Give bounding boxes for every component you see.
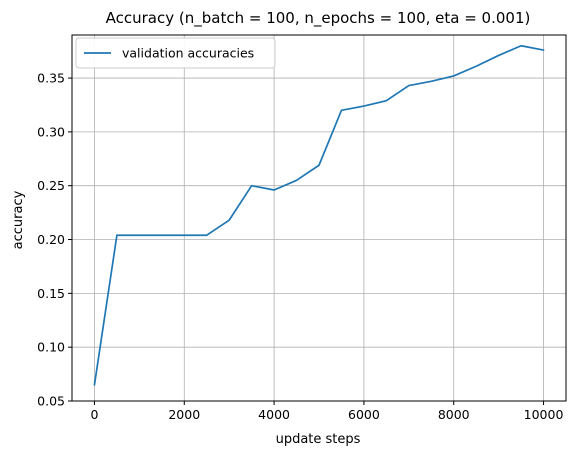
x-tick-label: 8000: [438, 407, 470, 422]
x-tick-label: 6000: [348, 407, 380, 422]
y-tick-label: 0.25: [37, 178, 65, 193]
x-tick-label: 0: [90, 407, 98, 422]
x-tick-label: 4000: [258, 407, 290, 422]
legend-box: [75, 37, 276, 69]
y-tick-label: 0.05: [37, 394, 65, 409]
series-line-validation-accuracies: [93, 44, 545, 386]
y-axis-ticks: 0.05 0.10 0.15 0.20 0.25 0.30 0.35: [37, 71, 72, 409]
chart-title: Accuracy (n_batch = 100, n_epochs = 100,…: [106, 9, 531, 28]
x-tick-label: 2000: [168, 407, 200, 422]
y-tick-label: 0.15: [37, 286, 65, 301]
x-axis-label: update steps: [276, 432, 361, 447]
legend: validation accuracies: [75, 37, 276, 69]
y-tick-label: 0.30: [37, 124, 65, 139]
y-tick-label: 0.10: [37, 340, 65, 355]
plot-frame: [71, 34, 567, 402]
legend-entry: validation accuracies: [122, 46, 254, 61]
grid-lines: [72, 35, 566, 402]
y-tick-label: 0.20: [37, 232, 65, 247]
series-layer: [93, 44, 545, 386]
y-tick-label: 0.35: [37, 71, 65, 86]
x-tick-label: 10000: [524, 407, 564, 422]
x-axis-ticks: 0 2000 4000 6000 8000 10000: [90, 401, 563, 422]
y-axis-label: accuracy: [11, 190, 26, 249]
